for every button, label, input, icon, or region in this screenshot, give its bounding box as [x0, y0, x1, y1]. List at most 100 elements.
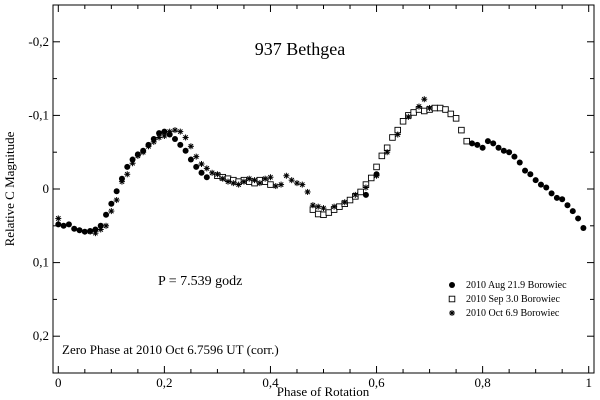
point-aug-21	[569, 208, 576, 215]
point-oct-6	[341, 199, 348, 206]
point-aug-21	[171, 135, 178, 142]
point-oct-6	[193, 153, 200, 160]
point-aug-21	[193, 163, 200, 170]
point-oct-6	[156, 134, 163, 141]
point-oct-6	[421, 96, 428, 103]
point-sep-3	[367, 174, 375, 182]
point-oct-6	[405, 113, 412, 120]
point-aug-21	[60, 222, 67, 229]
point-aug-21	[156, 130, 163, 137]
point-oct-6	[352, 191, 359, 198]
point-oct-6	[304, 188, 311, 195]
point-oct-6	[267, 174, 274, 181]
point-aug-21	[55, 221, 62, 228]
point-aug-21	[469, 140, 476, 147]
point-oct-6	[182, 134, 189, 141]
point-oct-6	[92, 230, 99, 237]
period-annotation: P = 7.539 godz	[158, 274, 242, 289]
point-aug-21	[203, 174, 210, 181]
point-oct-6	[240, 178, 247, 185]
point-oct-6	[278, 181, 285, 188]
point-aug-21	[161, 128, 168, 135]
point-sep-3	[373, 163, 380, 171]
point-aug-21	[522, 167, 529, 174]
point-oct-6	[288, 177, 295, 184]
point-sep-3	[436, 104, 444, 112]
point-aug-21	[187, 156, 194, 163]
point-aug-21	[198, 169, 205, 176]
y-tick-label: 0,2	[33, 328, 49, 343]
point-oct-6	[384, 149, 391, 156]
point-oct-6	[118, 178, 125, 185]
point-oct-6	[299, 181, 306, 188]
point-sep-3	[463, 137, 470, 145]
point-aug-21	[543, 184, 550, 191]
point-oct-6	[251, 177, 258, 184]
point-aug-21	[564, 202, 571, 209]
point-oct-6	[203, 165, 210, 172]
point-aug-21	[511, 153, 518, 160]
legend-label: 2010 Oct 6.9 Borowiec	[466, 308, 560, 319]
point-oct-6	[161, 133, 168, 140]
point-oct-6	[108, 208, 115, 215]
point-oct-6	[87, 228, 94, 235]
point-oct-6	[129, 160, 136, 167]
y-tick-labels: -0,2 -0,1 0 0,1 0,2	[28, 34, 49, 343]
point-sep-3	[442, 106, 449, 113]
point-sep-3	[389, 134, 396, 141]
y-tick-label: -0,1	[28, 107, 49, 122]
legend-marker	[449, 310, 455, 316]
point-aug-21	[527, 171, 534, 178]
point-sep-3	[267, 181, 274, 188]
point-aug-21	[124, 163, 131, 170]
point-oct-6	[55, 215, 62, 222]
point-oct-6	[373, 172, 380, 179]
x-tick-label: 0,2	[156, 375, 172, 390]
point-oct-6	[235, 181, 242, 188]
point-aug-21	[484, 138, 491, 145]
legend-label: 2010 Aug 21.9 Borowiec	[466, 280, 567, 291]
point-aug-21	[182, 147, 189, 154]
point-oct-6	[426, 105, 433, 112]
point-aug-21	[108, 200, 115, 207]
y-axis-label: Relative C Magnitude	[2, 131, 17, 246]
point-aug-21	[76, 227, 83, 234]
point-sep-3	[452, 115, 460, 122]
legend-marker	[448, 295, 456, 303]
point-oct-6	[177, 128, 184, 135]
point-sep-3	[458, 126, 465, 134]
point-aug-21	[553, 194, 560, 201]
x-tick-label: 0,6	[368, 375, 385, 390]
point-oct-6	[283, 172, 290, 179]
point-aug-21	[113, 188, 120, 195]
point-aug-21	[495, 144, 502, 151]
y-tick-label: -0,2	[28, 34, 49, 49]
zero-phase-note: Zero Phase at 2010 Oct 6.7596 UT (corr.)	[62, 342, 279, 357]
point-aug-21	[516, 159, 523, 166]
y-tick-label: 0,1	[33, 255, 49, 270]
point-oct-6	[198, 160, 205, 167]
point-oct-6	[230, 180, 237, 187]
point-sep-3	[431, 104, 439, 112]
point-oct-6	[309, 202, 316, 209]
point-aug-21	[177, 141, 184, 148]
legend: 2010 Aug 21.9 Borowiec 2010 Sep 3.0 Borow…	[448, 280, 567, 319]
point-oct-6	[315, 203, 322, 210]
point-oct-6	[214, 171, 221, 178]
x-tick-label: 0	[55, 375, 62, 390]
point-sep-3	[325, 209, 333, 216]
point-sep-3	[336, 203, 343, 210]
point-oct-6	[166, 128, 173, 135]
point-oct-6	[209, 169, 216, 176]
legend-marker	[449, 282, 455, 288]
data-points	[55, 96, 587, 237]
point-sep-3	[410, 109, 417, 116]
point-oct-6	[134, 152, 141, 159]
point-sep-3	[357, 188, 364, 196]
point-aug-21	[532, 177, 539, 184]
point-oct-6	[272, 183, 279, 190]
x-tick-labels: 0 0,2 0,4 0,6 0,8 1	[55, 375, 592, 390]
point-oct-6	[415, 103, 422, 110]
point-sep-3	[378, 152, 386, 160]
